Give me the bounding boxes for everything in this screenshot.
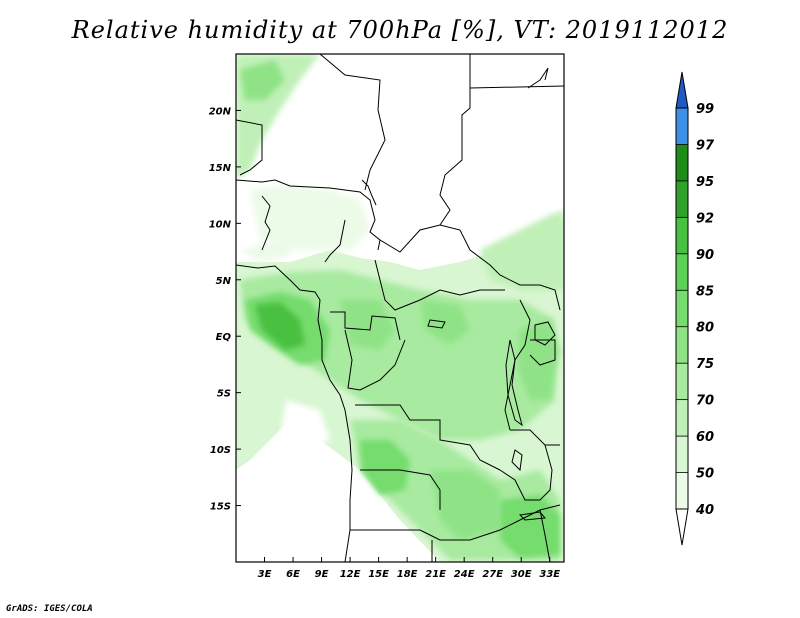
y-tick-label: EQ	[216, 332, 232, 343]
lake	[518, 511, 546, 521]
humidity-region	[250, 185, 370, 250]
x-tick-label: 18E	[397, 569, 418, 580]
border	[236, 119, 263, 176]
border	[527, 67, 549, 89]
x-tick-label: 27E	[482, 569, 503, 580]
colorbar-box	[676, 180, 688, 218]
colorbar-box	[676, 108, 688, 145]
colorbar-box	[676, 472, 688, 509]
border	[236, 179, 381, 251]
colorbar-label: 99	[696, 102, 714, 117]
lake	[505, 339, 523, 427]
lake	[534, 321, 556, 346]
humidity-region	[340, 300, 395, 350]
lake	[511, 449, 523, 472]
x-tick-label: 6E	[286, 569, 300, 580]
x-tick-label: 15E	[368, 569, 389, 580]
x-axis: 3E 6E 9E 12E 15E 18E 21E 24E 27E 30E 33E	[258, 557, 560, 580]
x-tick-label: 33E	[539, 569, 560, 580]
humidity-region	[280, 400, 330, 455]
border	[355, 404, 501, 471]
colorbar-box	[676, 399, 688, 437]
lake	[427, 319, 446, 329]
border	[469, 85, 564, 89]
border	[374, 259, 505, 311]
humidity-region	[240, 230, 300, 262]
y-tick-label: 5N	[216, 276, 232, 287]
humidity-region	[240, 60, 285, 100]
border	[330, 311, 401, 341]
page-title: Relative humidity at 700hPa [%], VT: 201…	[71, 16, 729, 44]
colorbar-box	[676, 217, 688, 254]
y-tick-label: 10S	[210, 445, 231, 456]
y-tick-label: 20N	[209, 106, 232, 117]
x-tick-label: 3E	[258, 569, 272, 580]
y-tick-label: 10N	[209, 219, 232, 230]
border	[529, 339, 556, 366]
x-tick-label: 9E	[315, 569, 329, 580]
colorbar-label: 70	[696, 394, 714, 409]
colorbar-box	[676, 363, 688, 400]
border	[439, 54, 471, 226]
colorbar-box	[676, 290, 688, 327]
colorbar-label: 90	[696, 248, 714, 263]
footer-credit: GrADS: IGES/COLA	[6, 604, 93, 614]
y-tick-label: 5S	[217, 389, 231, 400]
humidity-region	[360, 440, 410, 495]
x-tick-label: 21E	[425, 569, 446, 580]
y-axis: 20N 15N 10N 5N EQ 5S 10S 15S	[209, 106, 241, 513]
country-borders	[236, 54, 564, 562]
colorbar-box	[676, 436, 688, 473]
humidity-region	[430, 470, 500, 540]
border	[499, 429, 553, 501]
colorbar-label: 40	[695, 503, 714, 518]
x-tick-label: 12E	[340, 569, 361, 580]
colorbar-box	[676, 326, 688, 364]
colorbar-label: 60	[696, 430, 714, 445]
colorbar-label: 50	[696, 467, 714, 482]
y-tick-label: 15N	[209, 163, 232, 174]
map-frame	[235, 53, 565, 563]
x-tick-label: 30E	[511, 569, 532, 580]
humidity-region	[480, 210, 564, 290]
colorbar-box	[676, 144, 688, 181]
x-tick-label: 24E	[454, 569, 475, 580]
colorbar-label: 97	[696, 138, 715, 153]
colorbar-box	[676, 253, 688, 291]
colorbar-high-triangle	[675, 71, 689, 109]
colorbar-label: 75	[696, 357, 714, 372]
border	[261, 195, 271, 251]
coastline	[236, 264, 353, 562]
border	[379, 224, 561, 311]
colorbar-label: 80	[696, 321, 714, 336]
colorbar-legend: 40 50 60 70 75 80 85 90 92 95 97 99	[675, 71, 715, 546]
humidity-region	[500, 495, 560, 558]
border	[324, 219, 346, 263]
humidity-region	[255, 302, 305, 350]
y-tick-label: 15S	[210, 502, 231, 513]
border	[344, 329, 406, 391]
border	[361, 179, 377, 206]
border	[319, 54, 386, 191]
colorbar-low-triangle	[675, 508, 689, 546]
colorbar-label: 95	[696, 175, 714, 190]
colorbar-label: 92	[696, 211, 714, 226]
border	[360, 469, 441, 510]
colorbar-label: 85	[696, 284, 714, 299]
